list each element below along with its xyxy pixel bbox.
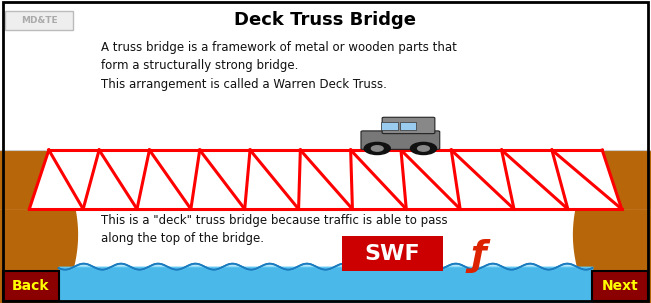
Circle shape: [418, 146, 429, 151]
Circle shape: [371, 146, 383, 151]
Text: MD&TE: MD&TE: [21, 16, 57, 25]
FancyBboxPatch shape: [5, 11, 73, 30]
Text: Deck Truss Bridge: Deck Truss Bridge: [234, 11, 417, 28]
Text: ƒ: ƒ: [471, 239, 486, 273]
Polygon shape: [29, 150, 622, 209]
FancyBboxPatch shape: [382, 117, 435, 134]
Bar: [381, 122, 398, 130]
Text: SWF: SWF: [365, 244, 420, 264]
Text: A truss bridge is a framework of metal or wooden parts that
form a structurally : A truss bridge is a framework of metal o…: [101, 41, 457, 91]
Text: Next: Next: [602, 279, 639, 293]
Bar: [0, 150, 651, 209]
Bar: [400, 122, 416, 130]
Bar: [342, 236, 443, 271]
Circle shape: [365, 142, 391, 155]
Bar: [0, 209, 651, 303]
Polygon shape: [573, 209, 651, 303]
Circle shape: [410, 142, 436, 155]
Bar: [3, 271, 59, 301]
Text: This is a "deck" truss bridge because traffic is able to pass
along the top of t: This is a "deck" truss bridge because tr…: [101, 214, 447, 245]
Bar: [0, 0, 651, 150]
Bar: [592, 271, 648, 301]
Polygon shape: [0, 209, 78, 303]
Text: Back: Back: [12, 279, 49, 293]
Bar: [59, 267, 592, 303]
FancyBboxPatch shape: [361, 131, 440, 149]
